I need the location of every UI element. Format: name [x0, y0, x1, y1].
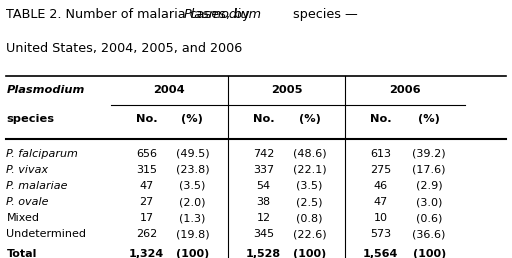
Text: 12: 12	[257, 213, 271, 223]
Text: P. vivax: P. vivax	[7, 165, 49, 175]
Text: P. ovale: P. ovale	[7, 197, 49, 207]
Text: 613: 613	[370, 149, 391, 159]
Text: United States, 2004, 2005, and 2006: United States, 2004, 2005, and 2006	[7, 42, 243, 55]
Text: (49.5): (49.5)	[176, 149, 209, 159]
Text: 47: 47	[139, 181, 154, 191]
Text: (100): (100)	[176, 249, 209, 258]
Text: 1,564: 1,564	[363, 249, 398, 258]
Text: No.: No.	[253, 114, 274, 124]
Text: P. falciparum: P. falciparum	[7, 149, 78, 159]
Text: 337: 337	[253, 165, 274, 175]
Text: Total: Total	[7, 249, 37, 258]
Text: (0.8): (0.8)	[296, 213, 323, 223]
Text: (100): (100)	[413, 249, 446, 258]
Text: 275: 275	[370, 165, 391, 175]
Text: 1,528: 1,528	[246, 249, 281, 258]
Text: Plasmodium: Plasmodium	[184, 8, 262, 21]
Text: 2005: 2005	[271, 85, 302, 95]
Text: P. malariae: P. malariae	[7, 181, 68, 191]
Text: (%): (%)	[418, 114, 440, 124]
Text: 742: 742	[253, 149, 274, 159]
Text: 46: 46	[374, 181, 388, 191]
Text: (3.5): (3.5)	[179, 181, 205, 191]
Text: (48.6): (48.6)	[293, 149, 326, 159]
Text: (22.6): (22.6)	[293, 229, 326, 239]
Text: (19.8): (19.8)	[176, 229, 209, 239]
Text: 54: 54	[257, 181, 271, 191]
Text: 47: 47	[374, 197, 388, 207]
Text: Undetermined: Undetermined	[7, 229, 87, 239]
Text: (2.0): (2.0)	[179, 197, 206, 207]
Text: 573: 573	[370, 229, 391, 239]
Text: 2006: 2006	[389, 85, 420, 95]
Text: (17.6): (17.6)	[412, 165, 446, 175]
Text: Mixed: Mixed	[7, 213, 39, 223]
Text: 315: 315	[136, 165, 157, 175]
Text: (2.9): (2.9)	[416, 181, 442, 191]
Text: 17: 17	[139, 213, 154, 223]
Text: (23.8): (23.8)	[176, 165, 209, 175]
Text: 262: 262	[136, 229, 157, 239]
Text: (22.1): (22.1)	[293, 165, 326, 175]
Text: 10: 10	[374, 213, 388, 223]
Text: Plasmodium: Plasmodium	[7, 85, 85, 95]
Text: 345: 345	[253, 229, 274, 239]
Text: No.: No.	[136, 114, 157, 124]
Text: 656: 656	[136, 149, 157, 159]
Text: 2004: 2004	[154, 85, 185, 95]
Text: 1,324: 1,324	[129, 249, 164, 258]
Text: (100): (100)	[293, 249, 326, 258]
Text: 27: 27	[139, 197, 154, 207]
Text: (3.0): (3.0)	[416, 197, 442, 207]
Text: (0.6): (0.6)	[416, 213, 442, 223]
Text: No.: No.	[370, 114, 392, 124]
Text: (%): (%)	[298, 114, 321, 124]
Text: (36.6): (36.6)	[413, 229, 446, 239]
Text: (2.5): (2.5)	[296, 197, 323, 207]
Text: (39.2): (39.2)	[412, 149, 446, 159]
Text: 38: 38	[257, 197, 271, 207]
Text: TABLE 2. Number of malaria cases, by: TABLE 2. Number of malaria cases, by	[7, 8, 254, 21]
Text: (3.5): (3.5)	[296, 181, 323, 191]
Text: species —: species —	[289, 8, 357, 21]
Text: (1.3): (1.3)	[179, 213, 205, 223]
Text: species: species	[7, 114, 54, 124]
Text: (%): (%)	[181, 114, 203, 124]
